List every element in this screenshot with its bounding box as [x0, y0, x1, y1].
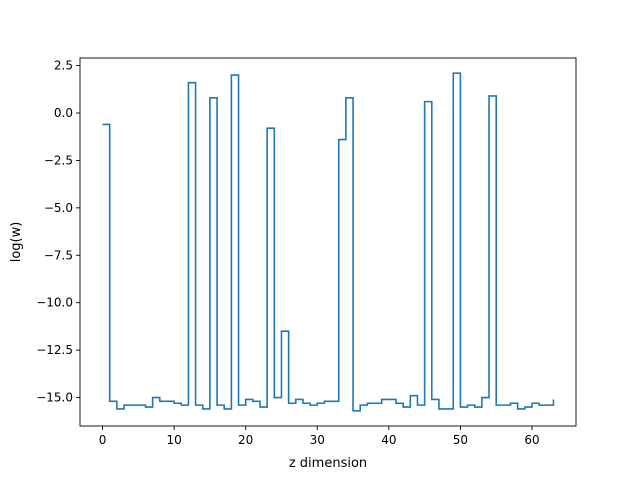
y-tick-label: −15.0	[36, 391, 73, 405]
y-tick-label: 2.5	[54, 59, 73, 73]
x-tick-label: 30	[310, 433, 325, 447]
y-axis-label: log(w)	[9, 222, 24, 263]
y-tick-label: −7.5	[44, 248, 73, 262]
y-tick-label: −5.0	[44, 201, 73, 215]
plot-area	[102, 72, 555, 412]
y-tick-label: −10.0	[36, 296, 73, 310]
series-line	[102, 72, 555, 412]
x-tick-label: 10	[166, 433, 181, 447]
y-axis: 2.5 0.0 −2.5 −5.0 −7.5 −10.0 −12.5 −15.0	[36, 59, 80, 405]
x-tick-label: 60	[524, 433, 539, 447]
y-tick-label: 0.0	[54, 106, 73, 120]
x-axis-label: z dimension	[289, 456, 367, 471]
y-tick-label: −12.5	[36, 343, 73, 357]
axes-frame	[79, 57, 577, 427]
x-tick-label: 50	[453, 433, 468, 447]
y-tick-label: −2.5	[44, 153, 73, 167]
x-tick-label: 40	[381, 433, 396, 447]
x-axis: 0 10 20 30 40 50 60	[99, 426, 540, 447]
x-tick-label: 0	[99, 433, 107, 447]
x-tick-label: 20	[238, 433, 253, 447]
